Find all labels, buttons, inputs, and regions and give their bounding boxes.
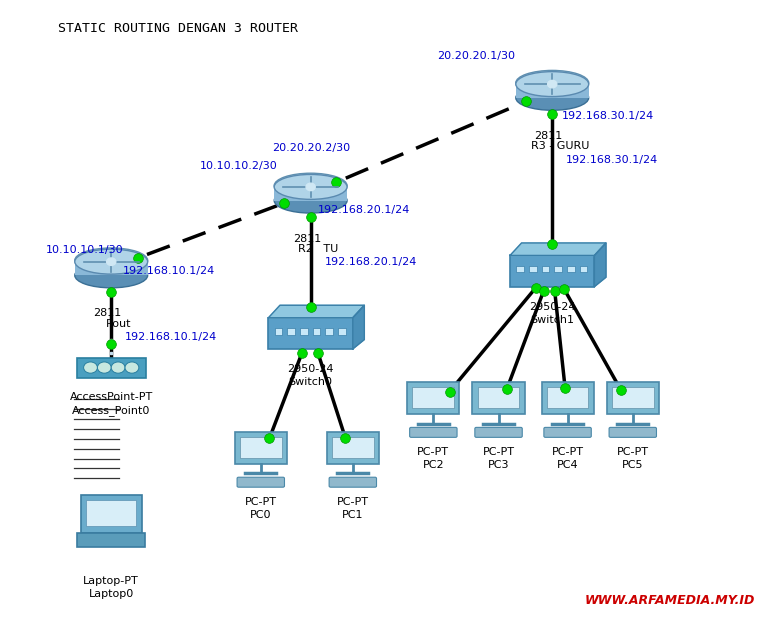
FancyBboxPatch shape (542, 382, 594, 414)
Circle shape (548, 80, 557, 88)
FancyBboxPatch shape (235, 432, 287, 464)
Ellipse shape (74, 248, 147, 273)
Text: PC-PT
PC0: PC-PT PC0 (245, 497, 277, 520)
Text: R2   TU: R2 TU (298, 244, 338, 254)
Text: STATIC ROUTING DENGAN 3 ROUTER: STATIC ROUTING DENGAN 3 ROUTER (58, 22, 298, 35)
Text: 2811: 2811 (535, 131, 562, 141)
Polygon shape (510, 243, 606, 255)
Text: PC-PT
PC1: PC-PT PC1 (337, 497, 369, 520)
Ellipse shape (275, 174, 347, 199)
Text: 10.10.10.2/30: 10.10.10.2/30 (199, 161, 277, 171)
Text: PC-PT
PC4: PC-PT PC4 (551, 447, 584, 470)
FancyBboxPatch shape (81, 495, 142, 533)
FancyBboxPatch shape (515, 83, 589, 98)
FancyBboxPatch shape (609, 427, 657, 437)
Circle shape (107, 258, 116, 265)
Text: AccessPoint-PT
Access_Point0: AccessPoint-PT Access_Point0 (70, 392, 153, 416)
Ellipse shape (74, 263, 147, 288)
Text: 192.168.20.1/24: 192.168.20.1/24 (318, 205, 410, 215)
FancyBboxPatch shape (516, 266, 524, 272)
FancyBboxPatch shape (300, 328, 308, 335)
Polygon shape (268, 305, 364, 318)
FancyBboxPatch shape (529, 266, 537, 272)
FancyBboxPatch shape (240, 437, 281, 458)
Ellipse shape (74, 249, 147, 274)
Circle shape (125, 362, 139, 373)
Text: 2811: 2811 (94, 308, 121, 318)
FancyBboxPatch shape (332, 437, 374, 458)
Ellipse shape (515, 85, 589, 110)
FancyBboxPatch shape (607, 382, 659, 414)
Polygon shape (353, 305, 364, 349)
FancyBboxPatch shape (268, 318, 353, 349)
Text: Rout: Rout (106, 319, 132, 329)
FancyBboxPatch shape (547, 387, 588, 408)
FancyBboxPatch shape (77, 358, 146, 378)
FancyBboxPatch shape (77, 533, 145, 547)
FancyBboxPatch shape (275, 186, 347, 201)
Text: 192.168.10.1/24: 192.168.10.1/24 (123, 266, 215, 276)
FancyBboxPatch shape (410, 427, 457, 437)
Text: PC-PT
PC5: PC-PT PC5 (617, 447, 649, 470)
FancyBboxPatch shape (510, 255, 594, 287)
FancyBboxPatch shape (612, 387, 653, 408)
Text: 192.168.20.1/24: 192.168.20.1/24 (324, 257, 416, 267)
Text: 2811: 2811 (293, 234, 321, 244)
Text: PC-PT
PC3: PC-PT PC3 (482, 447, 515, 470)
FancyBboxPatch shape (275, 328, 282, 335)
Polygon shape (594, 243, 606, 287)
FancyBboxPatch shape (327, 432, 379, 464)
Text: Laptop-PT
Laptop0: Laptop-PT Laptop0 (84, 576, 139, 599)
FancyBboxPatch shape (325, 328, 333, 335)
Text: 2950-24
Switch1: 2950-24 Switch1 (529, 302, 575, 325)
Text: PC-PT
PC2: PC-PT PC2 (417, 447, 449, 470)
FancyBboxPatch shape (313, 328, 321, 335)
Text: R3 - GURU: R3 - GURU (531, 141, 589, 151)
FancyBboxPatch shape (472, 382, 525, 414)
Ellipse shape (275, 188, 347, 213)
FancyBboxPatch shape (542, 266, 549, 272)
FancyBboxPatch shape (74, 260, 147, 275)
FancyBboxPatch shape (580, 266, 588, 272)
Text: 192.168.30.1/24: 192.168.30.1/24 (562, 112, 654, 121)
FancyBboxPatch shape (329, 477, 377, 487)
FancyBboxPatch shape (544, 427, 591, 437)
FancyBboxPatch shape (237, 477, 285, 487)
Text: 20.20.20.2/30: 20.20.20.2/30 (272, 143, 351, 153)
Ellipse shape (275, 173, 347, 198)
FancyBboxPatch shape (475, 427, 522, 437)
FancyBboxPatch shape (407, 382, 459, 414)
Text: 2950-24
Switch0: 2950-24 Switch0 (288, 364, 334, 387)
FancyBboxPatch shape (288, 328, 295, 335)
Circle shape (111, 362, 125, 373)
FancyBboxPatch shape (567, 266, 574, 272)
FancyBboxPatch shape (86, 500, 137, 526)
FancyBboxPatch shape (478, 387, 519, 408)
Ellipse shape (515, 72, 589, 97)
Text: 20.20.20.1/30: 20.20.20.1/30 (437, 51, 515, 61)
Circle shape (306, 183, 315, 191)
FancyBboxPatch shape (338, 328, 346, 335)
Circle shape (84, 362, 97, 373)
FancyBboxPatch shape (413, 387, 454, 408)
FancyBboxPatch shape (555, 266, 562, 272)
Text: WWW.ARFAMEDIA.MY.ID: WWW.ARFAMEDIA.MY.ID (585, 594, 755, 607)
Text: 192.168.10.1/24: 192.168.10.1/24 (125, 332, 217, 342)
Text: 10.10.10.1/30: 10.10.10.1/30 (46, 245, 123, 255)
Text: 192.168.30.1/24: 192.168.30.1/24 (566, 155, 658, 164)
Ellipse shape (515, 70, 589, 95)
Circle shape (97, 362, 111, 373)
